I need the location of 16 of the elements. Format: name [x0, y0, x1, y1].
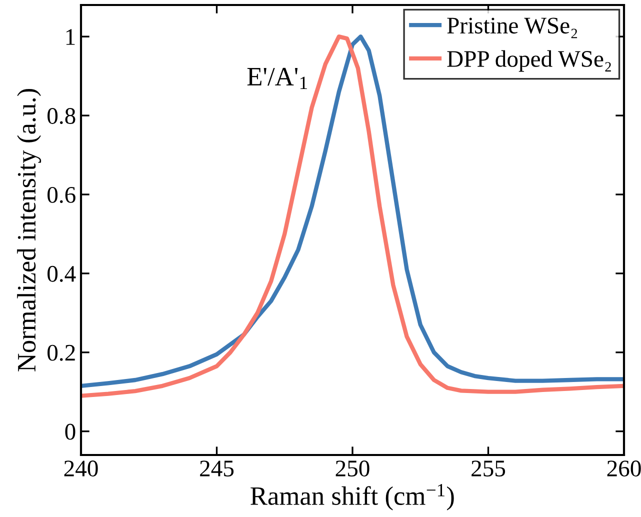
- y-tick-label: 0.4: [48, 266, 76, 282]
- x-tick-label: 255: [472, 460, 506, 476]
- x-tick-label: 250: [336, 460, 370, 476]
- y-axis-title: Normalized intensity (a.u.): [17, 89, 42, 372]
- x-tick-label: 260: [607, 460, 641, 476]
- y-tick-label: 0.6: [48, 186, 76, 203]
- y-tick-label: 0: [65, 424, 76, 440]
- y-tick-label: 1: [66, 29, 75, 45]
- x-axis-title: Raman shift (cm$^{−1}$): [250, 484, 454, 510]
- annotation: E'/A'$_{1}$: [247, 68, 307, 89]
- y-tick-label: 0.8: [48, 108, 76, 124]
- legend-label: Pristine WSe₂: [447, 18, 578, 38]
- legend-label: DPP doped WSe₂: [447, 50, 611, 72]
- y-tick-label: 0.2: [48, 344, 75, 361]
- x-tick-label: 240: [64, 460, 98, 476]
- x-tick-label: 245: [200, 460, 234, 476]
